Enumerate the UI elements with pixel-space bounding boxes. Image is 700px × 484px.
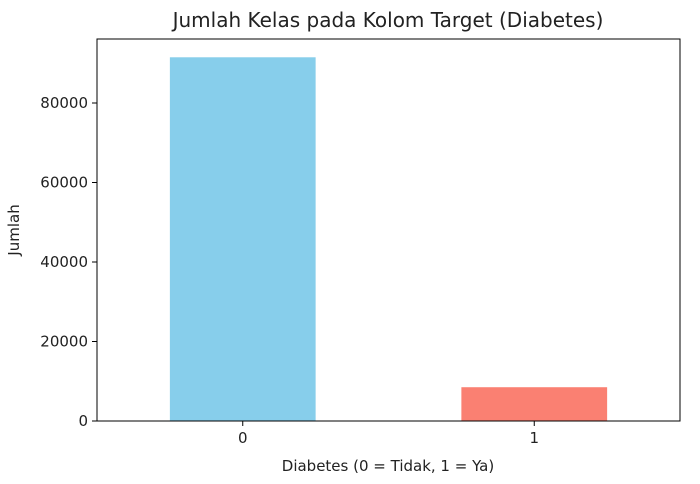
x-tick-label-0: 0 xyxy=(238,429,248,447)
y-tick-label-40000: 40000 xyxy=(40,253,88,271)
plot-frame xyxy=(96,38,681,422)
x-axis-label: Diabetes (0 = Tidak, 1 = Ya) xyxy=(282,457,494,475)
y-axis-label: Jumlah xyxy=(5,204,23,256)
chart-title: Jumlah Kelas pada Kolom Target (Diabetes… xyxy=(171,8,604,32)
bar-0 xyxy=(169,57,316,421)
bar-1 xyxy=(461,387,608,421)
y-tick-label-0: 0 xyxy=(78,412,88,430)
x-tick-label-1: 1 xyxy=(529,429,539,447)
y-tick-label-60000: 60000 xyxy=(40,173,88,191)
y-tick-label-80000: 80000 xyxy=(40,94,88,112)
y-tick-label-20000: 20000 xyxy=(40,332,88,350)
y-axis: 0 20000 40000 60000 80000 xyxy=(40,94,97,430)
bars-group xyxy=(169,57,608,421)
